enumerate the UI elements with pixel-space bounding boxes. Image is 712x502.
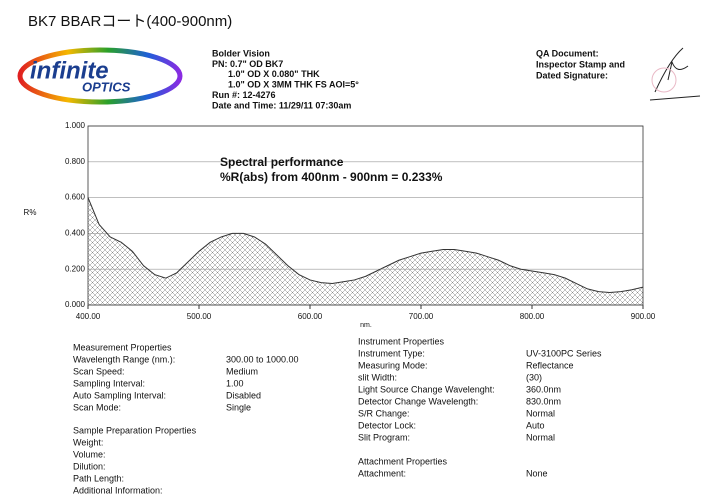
area-fill bbox=[88, 197, 643, 305]
property-label: Volume: bbox=[73, 449, 106, 459]
property-label: Slit Program: bbox=[358, 432, 410, 442]
property-label: Dilution: bbox=[73, 461, 106, 471]
property-value: 830.0nm bbox=[526, 396, 561, 406]
property-label: Auto Sampling Interval: bbox=[73, 390, 166, 400]
y-tick-label: 1.000 bbox=[65, 121, 86, 130]
header-line: 1.0" OD X 3MM THK FS AOI=5° bbox=[228, 80, 359, 90]
signature bbox=[649, 47, 701, 101]
property-value: UV-3100PC Series bbox=[526, 348, 602, 358]
property-label: Detector Change Wavelength: bbox=[358, 396, 478, 406]
property-value: 1.00 bbox=[226, 378, 244, 388]
property-value: Reflectance bbox=[526, 360, 574, 370]
annotation: Spectral performance bbox=[220, 155, 344, 169]
property-label: Scan Speed: bbox=[73, 366, 125, 376]
x-tick-label: 800.00 bbox=[520, 312, 545, 321]
section-title: Instrument Properties bbox=[358, 336, 445, 346]
x-axis-label: nm. bbox=[360, 322, 372, 329]
property-value: 360.0nm bbox=[526, 384, 561, 394]
property-value: None bbox=[526, 468, 548, 478]
page-title: BK7 BBARコート(400-900nm) bbox=[28, 13, 232, 30]
y-tick-label: 0.800 bbox=[65, 157, 86, 166]
qa-line: QA Document: bbox=[536, 48, 599, 58]
property-value: Normal bbox=[526, 408, 555, 418]
section-title: Measurement Properties bbox=[73, 342, 172, 352]
property-label: S/R Change: bbox=[358, 408, 410, 418]
property-label: Detector Lock: bbox=[358, 420, 416, 430]
y-tick-label: 0.400 bbox=[65, 229, 86, 238]
annotation: %R(abs) from 400nm - 900nm = 0.233% bbox=[220, 170, 443, 184]
property-label: Light Source Change Wavelenght: bbox=[358, 384, 495, 394]
property-label: Sampling Interval: bbox=[73, 378, 145, 388]
x-tick-label: 900.00 bbox=[631, 312, 656, 321]
property-value: 300.00 to 1000.00 bbox=[226, 354, 299, 364]
logo-swoosh bbox=[17, 47, 183, 105]
property-value: Normal bbox=[526, 432, 555, 442]
section-title: Sample Preparation Properties bbox=[73, 425, 197, 435]
property-value: Auto bbox=[526, 420, 545, 430]
property-label: Weight: bbox=[73, 437, 103, 447]
y-tick-label: 0.200 bbox=[65, 264, 86, 273]
property-value: Medium bbox=[226, 366, 258, 376]
property-label: Instrument Type: bbox=[358, 348, 425, 358]
logo-word: OPTICS bbox=[82, 79, 131, 94]
property-label: Measuring Mode: bbox=[358, 360, 428, 370]
property-label: Attachment: bbox=[358, 468, 406, 478]
y-tick-label: 0.600 bbox=[65, 193, 86, 202]
header-line: 1.0" OD X 0.080" THK bbox=[228, 69, 320, 79]
header-line: PN: 0.7" OD BK7 bbox=[212, 59, 283, 69]
section-title: Attachment Properties bbox=[358, 456, 448, 466]
property-label: Path Length: bbox=[73, 473, 124, 483]
property-label: slit Width: bbox=[358, 372, 397, 382]
header-line: Bolder Vision bbox=[212, 48, 270, 58]
x-tick-label: 600.00 bbox=[298, 312, 323, 321]
y-axis-label: R% bbox=[24, 208, 37, 217]
header-line: Run #: 12-4276 bbox=[212, 90, 276, 100]
y-tick-label: 0.000 bbox=[65, 300, 86, 309]
property-value: Single bbox=[226, 402, 251, 412]
property-label: Wavelength Range (nm.): bbox=[73, 354, 175, 364]
property-value: (30) bbox=[526, 372, 542, 382]
header-line: Date and Time: 11/29/11 07:30am bbox=[212, 100, 351, 110]
x-tick-label: 700.00 bbox=[409, 312, 434, 321]
property-value: Disabled bbox=[226, 390, 261, 400]
logo-word: infinite bbox=[30, 57, 109, 84]
plot-frame bbox=[87, 125, 644, 306]
curve bbox=[87, 197, 644, 293]
x-tick-label: 400.00 bbox=[76, 312, 101, 321]
x-tick-label: 500.00 bbox=[187, 312, 212, 321]
qa-line: Inspector Stamp and bbox=[536, 59, 625, 69]
property-label: Additional Information: bbox=[73, 485, 163, 495]
property-label: Scan Mode: bbox=[73, 402, 121, 412]
stamp bbox=[651, 67, 677, 93]
qa-line: Dated Signature: bbox=[536, 70, 608, 80]
